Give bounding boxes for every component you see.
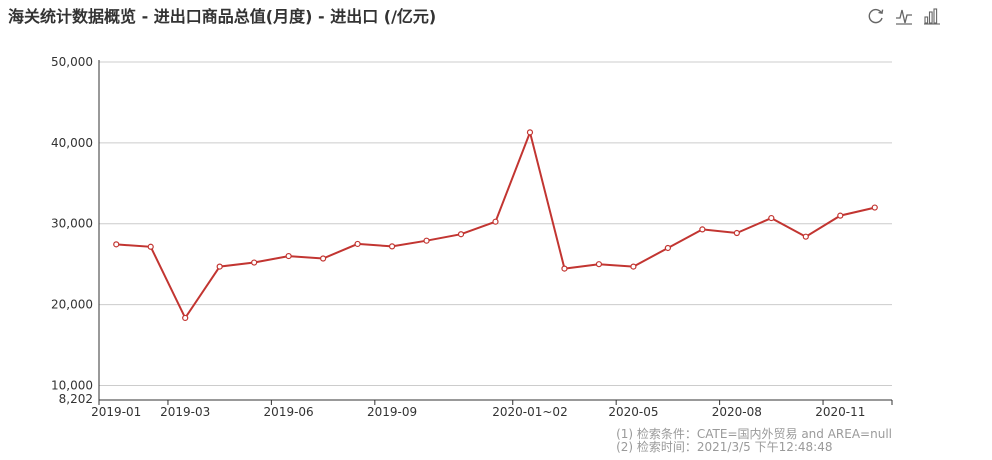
data-point bbox=[147, 243, 154, 250]
axis-layer: 10,00020,00030,00040,00050,0008,2022019-… bbox=[51, 55, 893, 419]
y-tick-label: 10,000 bbox=[51, 378, 93, 392]
x-tick-label: 2019-03 bbox=[160, 405, 210, 419]
data-point bbox=[837, 212, 844, 219]
series-line bbox=[116, 129, 876, 320]
query-time: (2) 检索时间：2021/3/5 下午12:48:48 bbox=[616, 440, 833, 454]
data-point bbox=[251, 259, 258, 266]
data-point bbox=[492, 218, 499, 225]
x-tick-label: 2019-06 bbox=[264, 405, 314, 419]
x-tick-label: 2019-09 bbox=[367, 405, 417, 419]
data-point bbox=[526, 129, 534, 136]
y-min-label: 8,202 bbox=[59, 392, 93, 406]
data-point bbox=[457, 231, 465, 238]
query-footer: (1) 检索条件：CATE=国内外贸易 and AREA=null (2) 检索… bbox=[616, 428, 892, 454]
data-point bbox=[388, 243, 396, 250]
data-point bbox=[630, 263, 637, 270]
data-point bbox=[423, 237, 430, 244]
x-tick-label: 2020-11 bbox=[815, 405, 865, 419]
data-point bbox=[216, 263, 223, 270]
x-tick-label: 2020-01~02 bbox=[492, 405, 567, 419]
y-tick-label: 40,000 bbox=[51, 136, 93, 150]
data-point bbox=[733, 229, 740, 237]
x-tick-label: 2020-05 bbox=[608, 405, 658, 419]
data-point bbox=[664, 244, 671, 252]
line-chart-icon[interactable] bbox=[894, 6, 914, 26]
data-point bbox=[768, 214, 775, 222]
data-point bbox=[802, 233, 809, 240]
x-tick-label: 2020-08 bbox=[712, 405, 762, 419]
data-point bbox=[285, 252, 292, 260]
data-point bbox=[561, 265, 568, 272]
data-point bbox=[320, 255, 327, 262]
data-point bbox=[871, 204, 878, 211]
data-point bbox=[113, 241, 120, 248]
chart-toolbox bbox=[866, 6, 942, 26]
data-point bbox=[182, 314, 189, 322]
series-layer bbox=[113, 129, 878, 322]
page-title: 海关统计数据概览 - 进出口商品总值(月度) - 进出口 (/亿元) bbox=[8, 7, 437, 26]
bar-chart-icon[interactable] bbox=[922, 6, 942, 26]
x-tick-label: 2019-01 bbox=[91, 405, 141, 419]
y-tick-label: 50,000 bbox=[51, 55, 93, 69]
data-point bbox=[699, 226, 706, 233]
query-condition: (1) 检索条件：CATE=国内外贸易 and AREA=null bbox=[616, 427, 892, 441]
y-tick-label: 20,000 bbox=[51, 298, 93, 312]
y-tick-label: 30,000 bbox=[51, 217, 93, 231]
restore-icon[interactable] bbox=[866, 6, 886, 26]
data-point bbox=[595, 261, 603, 268]
data-point bbox=[354, 240, 361, 248]
